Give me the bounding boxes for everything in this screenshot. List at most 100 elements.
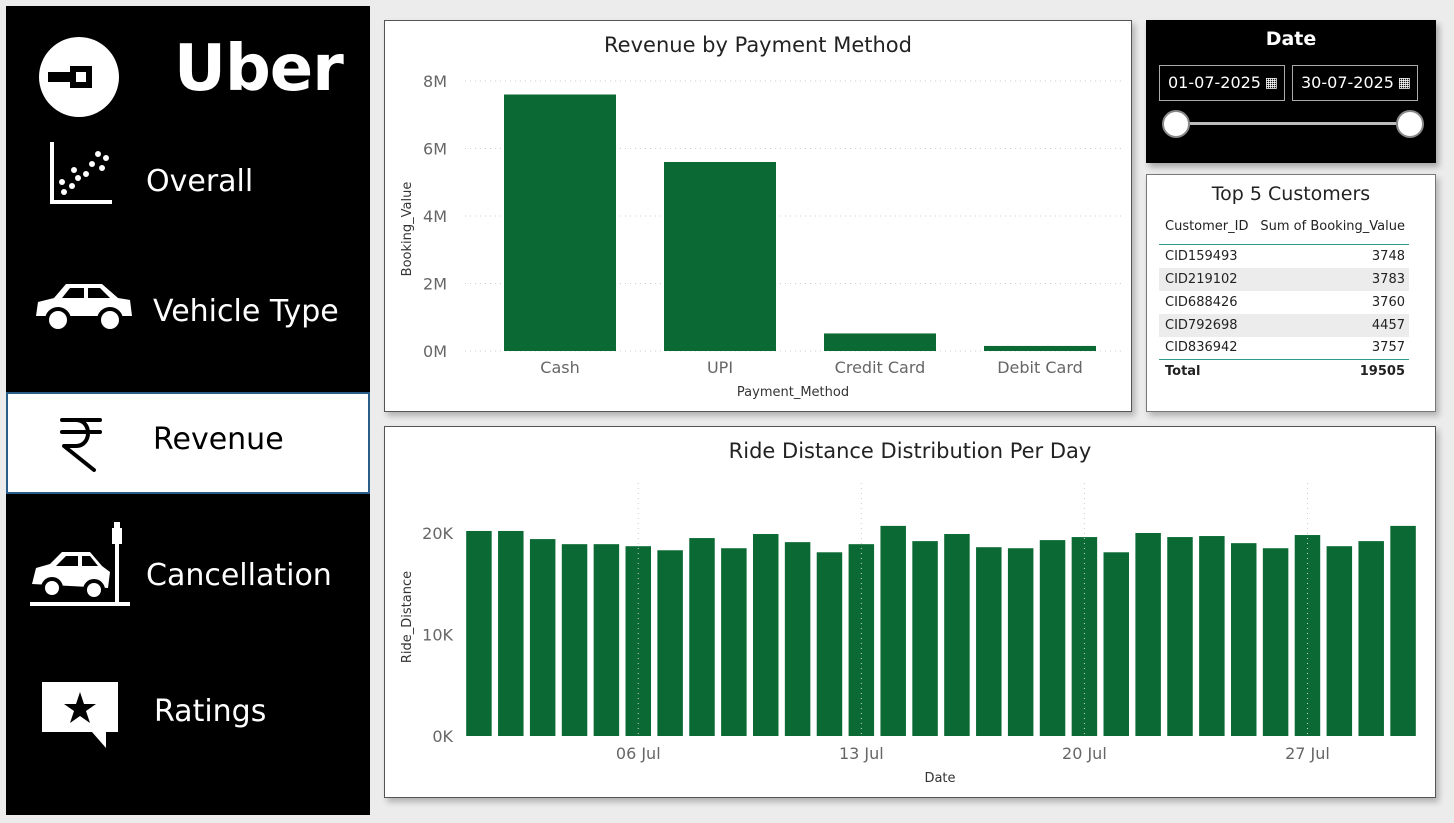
bar: [816, 552, 843, 736]
bar: [529, 539, 556, 736]
bar: [1390, 525, 1416, 736]
bar: [1262, 548, 1289, 736]
ride-distance-chart: Ride Distance Distribution Per Day 0K 10K…: [384, 426, 1436, 798]
bar: [1326, 546, 1353, 736]
nav-label-ratings: Ratings: [154, 694, 267, 729]
bar: [1135, 533, 1161, 736]
bar: [784, 542, 811, 736]
table-total-row: Total 19505: [1159, 359, 1409, 383]
x-tick-label: Credit Card: [835, 358, 926, 377]
chart-title: Ride Distance Distribution Per Day: [728, 439, 1092, 463]
bar: [984, 345, 1096, 351]
brand-name: Uber: [174, 32, 344, 106]
nav-label-cancellation: Cancellation: [146, 558, 332, 593]
end-slider-handle[interactable]: [1396, 110, 1424, 138]
customer-id-cell: CID159493: [1165, 248, 1238, 264]
end-date-value: 30-07-2025: [1301, 73, 1394, 92]
bar: [689, 538, 715, 736]
column-header-booking-value[interactable]: Sum of Booking_Value: [1253, 215, 1409, 245]
booking-value-cell: 3757: [1371, 340, 1405, 356]
column-header-customer-id[interactable]: Customer_ID: [1159, 215, 1254, 245]
bar: [1007, 548, 1034, 736]
bar: [824, 333, 936, 351]
bar: [657, 550, 683, 736]
bar: [944, 534, 970, 736]
ride-distance-bar-chart: 0K 10K 20K 06 Jul 13 Jul 20 Jul 27 Jul Date Ride…: [400, 483, 1416, 786]
chart-title: Revenue by Payment Method: [604, 33, 912, 57]
revenue-by-payment-chart: Revenue by Payment Method 0M 2M 4M 6M 8M Cash…: [384, 20, 1132, 412]
bar: [1103, 552, 1130, 736]
table-row: CID688426 3760: [1159, 291, 1409, 314]
nav-item-vehicle-type[interactable]: Vehicle Type: [6, 256, 370, 358]
customer-id-cell: CID688426: [1165, 294, 1238, 310]
x-axis-label: Payment_Method: [737, 385, 849, 400]
bar: [593, 544, 620, 736]
bar: [466, 530, 492, 736]
x-tick-label: UPI: [707, 358, 733, 377]
y-tick-label: 20K: [422, 524, 453, 543]
bar: [1358, 541, 1384, 736]
table-row: CID219102 3783: [1159, 267, 1409, 291]
x-axis-label: Date: [924, 771, 955, 786]
booking-value-cell: 4457: [1253, 313, 1409, 337]
total-label: Total: [1159, 359, 1254, 383]
x-tick-label: Cash: [540, 358, 579, 377]
booking-value-cell: 3783: [1253, 267, 1409, 291]
y-axis-label: Booking_Value: [400, 182, 415, 277]
scatter-chart-icon: [50, 142, 112, 204]
start-date-value: 01-07-2025: [1168, 73, 1261, 92]
customer-id-cell: CID219102: [1159, 267, 1254, 291]
booking-value-cell: 3748: [1371, 248, 1405, 264]
y-tick-label: 6M: [423, 140, 447, 159]
booking-value-cell: 3760: [1371, 294, 1405, 310]
nav-item-overall[interactable]: Overall: [6, 126, 370, 228]
bar: [1071, 537, 1098, 736]
calendar-icon[interactable]: ▦: [1264, 75, 1278, 91]
nav-item-revenue[interactable]: Revenue: [6, 392, 370, 494]
date-range-slider-track[interactable]: [1176, 122, 1410, 125]
x-tick-label: 20 Jul: [1062, 744, 1107, 763]
bar: [848, 544, 875, 736]
top-customers-table: Customer_ID Sum of Booking_Value CID1594…: [1159, 215, 1409, 383]
bar: [752, 534, 779, 736]
y-tick-label: 8M: [423, 72, 447, 91]
table-row: CID836942 3757: [1159, 337, 1409, 360]
sidebar-nav: Uber Overall Vehicle Type: [6, 6, 370, 815]
customer-id-cell: CID836942: [1165, 340, 1238, 356]
revenue-bar-chart: 0M 2M 4M 6M 8M Cash UPI Credit Card Debit Card Pa…: [400, 72, 1125, 400]
y-tick-label: 2M: [423, 275, 447, 294]
nav-item-ratings[interactable]: Ratings: [6, 654, 370, 756]
top-customers-title: Top 5 Customers: [1211, 183, 1371, 205]
bar: [664, 162, 776, 351]
y-tick-label: 10K: [422, 626, 453, 645]
customer-id-cell: CID792698: [1159, 313, 1254, 337]
bar: [504, 94, 616, 351]
x-tick-label: 27 Jul: [1285, 744, 1330, 763]
nav-label-overall: Overall: [146, 164, 254, 199]
x-tick-label: 06 Jul: [616, 744, 661, 763]
table-row: CID159493 3748: [1159, 245, 1409, 268]
bar: [1039, 540, 1066, 736]
total-value: 19505: [1253, 359, 1409, 383]
bar: [625, 546, 652, 736]
table-row: CID792698 4457: [1159, 313, 1409, 337]
end-date-input[interactable]: 30-07-2025 ▦: [1292, 65, 1418, 101]
bar: [1167, 537, 1193, 736]
date-slicer-title: Date: [1265, 28, 1317, 50]
star-speech-bubble-icon: [42, 682, 118, 748]
start-slider-handle[interactable]: [1162, 110, 1190, 138]
calendar-icon[interactable]: ▦: [1397, 75, 1411, 91]
x-tick-label: 13 Jul: [839, 744, 884, 763]
top-customers-table-visual: Top 5 Customers Customer_ID Sum of Booki…: [1146, 174, 1436, 412]
bar: [880, 525, 906, 736]
car-icon: [36, 284, 132, 333]
rupee-icon: [60, 418, 102, 472]
uber-logo: Uber: [34, 32, 344, 122]
bar: [912, 541, 938, 736]
y-tick-label: 4M: [423, 207, 447, 226]
bar: [976, 547, 1002, 736]
nav-item-cancellation[interactable]: Cancellation: [6, 516, 370, 618]
start-date-input[interactable]: 01-07-2025 ▦: [1159, 65, 1285, 101]
uber-logo-icon: [39, 37, 119, 117]
